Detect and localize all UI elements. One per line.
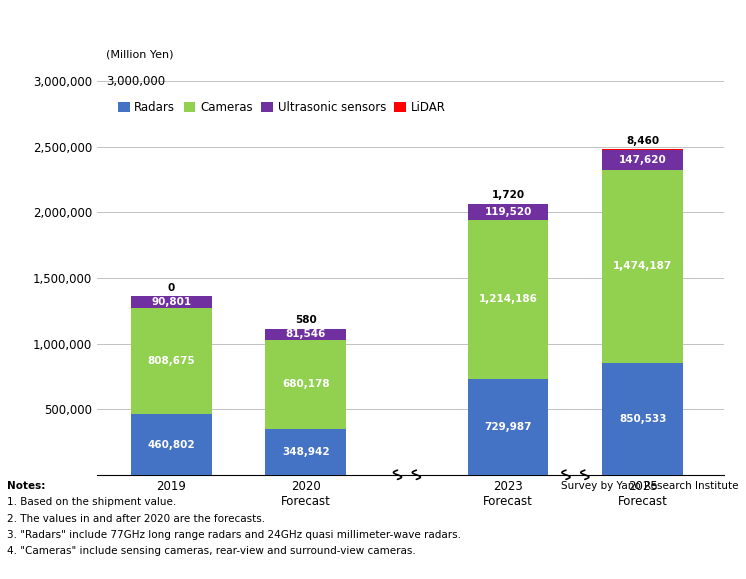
Text: 4. "Cameras" include sensing cameras, rear-view and surround-view cameras.: 4. "Cameras" include sensing cameras, re… (7, 546, 416, 556)
Text: 729,987: 729,987 (484, 422, 532, 432)
Text: 81,546: 81,546 (286, 329, 326, 339)
Text: 3. "Radars" include 77GHz long range radars and 24GHz quasi millimeter-wave rada: 3. "Radars" include 77GHz long range rad… (7, 530, 462, 540)
Text: 119,520: 119,520 (484, 207, 532, 217)
Text: 90,801: 90,801 (151, 297, 191, 307)
Bar (468, 379, 548, 475)
Bar (131, 296, 212, 308)
Text: (Million Yen): (Million Yen) (107, 49, 174, 60)
Text: 1,214,186: 1,214,186 (479, 294, 537, 305)
Text: 1,474,187: 1,474,187 (613, 262, 672, 272)
Text: 680,178: 680,178 (282, 379, 330, 389)
Bar (131, 308, 212, 415)
Bar (266, 329, 346, 340)
Text: 147,620: 147,620 (619, 155, 667, 165)
Text: 1. Based on the shipment value.: 1. Based on the shipment value. (7, 497, 177, 507)
Bar (266, 429, 346, 475)
Text: 3,000,000: 3,000,000 (107, 75, 166, 87)
Bar (468, 204, 548, 219)
Text: 460,802: 460,802 (147, 439, 195, 449)
Bar (131, 415, 212, 475)
Text: 1,720: 1,720 (492, 190, 524, 200)
Text: 808,675: 808,675 (147, 356, 195, 367)
Text: 580: 580 (295, 315, 317, 325)
Text: 2. The values in and after 2020 are the forecasts.: 2. The values in and after 2020 are the … (7, 514, 266, 523)
Text: 8,460: 8,460 (626, 135, 659, 145)
Text: 348,942: 348,942 (282, 447, 330, 457)
Bar (602, 149, 683, 151)
Text: 0: 0 (167, 283, 175, 292)
Bar (602, 151, 683, 170)
Bar (266, 340, 346, 429)
Bar (602, 170, 683, 363)
Legend: Radars, Cameras, Ultrasonic sensors, LiDAR: Radars, Cameras, Ultrasonic sensors, LiD… (116, 99, 448, 116)
Bar (602, 363, 683, 475)
Text: Notes:: Notes: (7, 481, 46, 491)
Bar (468, 219, 548, 379)
Text: 850,533: 850,533 (619, 414, 666, 424)
Text: Survey by Yano Research Institute: Survey by Yano Research Institute (561, 481, 739, 491)
